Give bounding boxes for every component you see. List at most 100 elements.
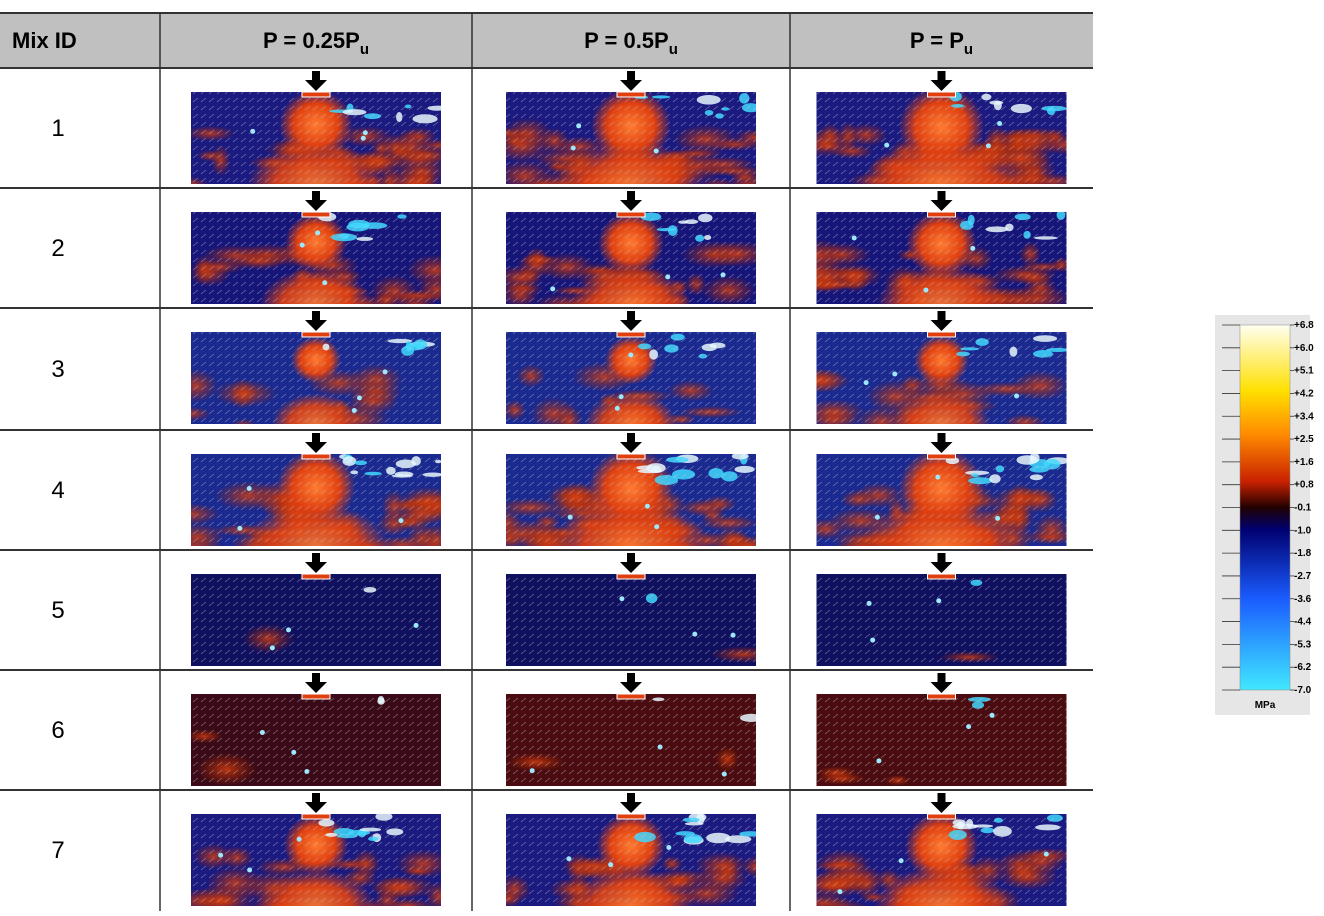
load-arrow	[305, 553, 327, 573]
load-arrow	[931, 311, 953, 331]
header-subscript: u	[964, 41, 973, 58]
load-arrow	[305, 191, 327, 211]
load-arrow	[931, 553, 953, 573]
strain-vectors	[817, 814, 1067, 906]
bearing-plate	[928, 92, 956, 97]
stress-map	[188, 191, 463, 339]
map-content	[191, 574, 441, 666]
stress-map	[506, 673, 762, 786]
map-content	[169, 812, 453, 911]
load-arrow	[305, 311, 327, 331]
strain-vectors	[191, 92, 441, 184]
strain-vectors	[506, 454, 756, 546]
map-content	[506, 574, 777, 666]
colorbar-label: -7.0	[1294, 685, 1312, 696]
colorbar-label: +1.6	[1294, 457, 1314, 468]
header-cell: Mix ID	[12, 28, 77, 53]
bearing-plate	[617, 814, 645, 819]
bearing-plate	[928, 574, 956, 579]
header-main: P = 0.5P	[584, 28, 669, 53]
colorbar-unit: MPa	[1255, 700, 1276, 711]
bearing-plate	[617, 694, 645, 699]
colorbar-label: -2.7	[1294, 571, 1312, 582]
stress-map	[191, 553, 441, 666]
bearing-plate	[617, 92, 645, 97]
load-arrow	[305, 793, 327, 813]
strain-vectors	[506, 92, 756, 184]
map-content	[816, 694, 1067, 786]
bearing-plate	[928, 212, 956, 217]
strain-vectors	[817, 332, 1067, 424]
colorbar-label: -1.8	[1294, 548, 1312, 559]
strain-vectors	[191, 454, 441, 546]
load-arrow	[620, 191, 642, 211]
strain-vectors	[191, 212, 441, 304]
colorbar-label: +6.8	[1294, 320, 1314, 331]
colorbar-label: -3.6	[1294, 594, 1312, 605]
row-id: 6	[51, 717, 64, 744]
strain-vectors	[191, 814, 441, 906]
colorbar-label: +6.0	[1294, 343, 1314, 354]
strain-vectors	[817, 454, 1067, 546]
header-subscript: u	[669, 41, 678, 58]
load-arrow	[305, 71, 327, 91]
header-main: P = 0.25P	[263, 28, 360, 53]
strain-vectors	[506, 574, 756, 666]
strain-vectors	[191, 574, 441, 666]
strain-vectors	[191, 332, 441, 424]
stress-map	[794, 793, 1078, 911]
bearing-plate	[928, 454, 956, 459]
load-arrow	[620, 793, 642, 813]
row-id: 7	[51, 837, 64, 864]
map-content	[788, 332, 1070, 457]
stress-map	[817, 553, 1067, 666]
bearing-plate	[617, 332, 645, 337]
load-arrow	[931, 191, 953, 211]
colorbar-label: -0.1	[1294, 503, 1312, 514]
header-subscript: u	[360, 41, 369, 58]
bearing-plate	[928, 332, 956, 337]
colorbar-label: +0.8	[1294, 480, 1314, 491]
map-content	[171, 332, 441, 455]
colorbar-label: +2.5	[1294, 434, 1314, 445]
stress-map	[169, 793, 453, 911]
colorbar-label: -4.4	[1294, 617, 1312, 628]
stress-map	[496, 793, 768, 911]
strain-vectors	[817, 694, 1067, 786]
map-content	[817, 574, 1067, 666]
strain-vectors	[817, 574, 1067, 666]
map-content	[506, 694, 762, 786]
load-arrow	[305, 673, 327, 693]
bearing-plate	[617, 212, 645, 217]
colorbar-label: +5.1	[1294, 366, 1314, 377]
strain-vectors	[817, 92, 1067, 184]
map-content	[794, 812, 1078, 911]
load-arrow	[931, 433, 953, 453]
load-arrow	[931, 71, 953, 91]
bearing-plate	[617, 454, 645, 459]
strain-vectors	[191, 694, 441, 786]
row-id: 5	[51, 597, 64, 624]
colorbar-label: -5.3	[1294, 639, 1312, 650]
bearing-plate	[302, 332, 330, 337]
strain-vectors	[817, 212, 1067, 304]
load-arrow	[305, 433, 327, 453]
strain-vectors	[506, 694, 756, 786]
load-arrow	[931, 673, 953, 693]
colorbar-label: -1.0	[1294, 525, 1312, 536]
stress-map	[171, 311, 441, 455]
load-arrow	[620, 673, 642, 693]
bearing-plate	[302, 574, 330, 579]
map-content	[185, 694, 441, 786]
row-id: 3	[51, 356, 64, 383]
row-id: 1	[51, 115, 64, 142]
stress-map	[788, 311, 1070, 457]
colorbar: +6.8+6.0+5.1+4.2+3.4+2.5+1.6+0.8-0.1-1.0…	[1215, 315, 1314, 715]
bearing-plate	[302, 814, 330, 819]
header-main: P = P	[910, 28, 964, 53]
stress-map	[506, 553, 777, 666]
load-arrow	[620, 71, 642, 91]
row-id: 2	[51, 235, 64, 262]
load-arrow	[620, 311, 642, 331]
